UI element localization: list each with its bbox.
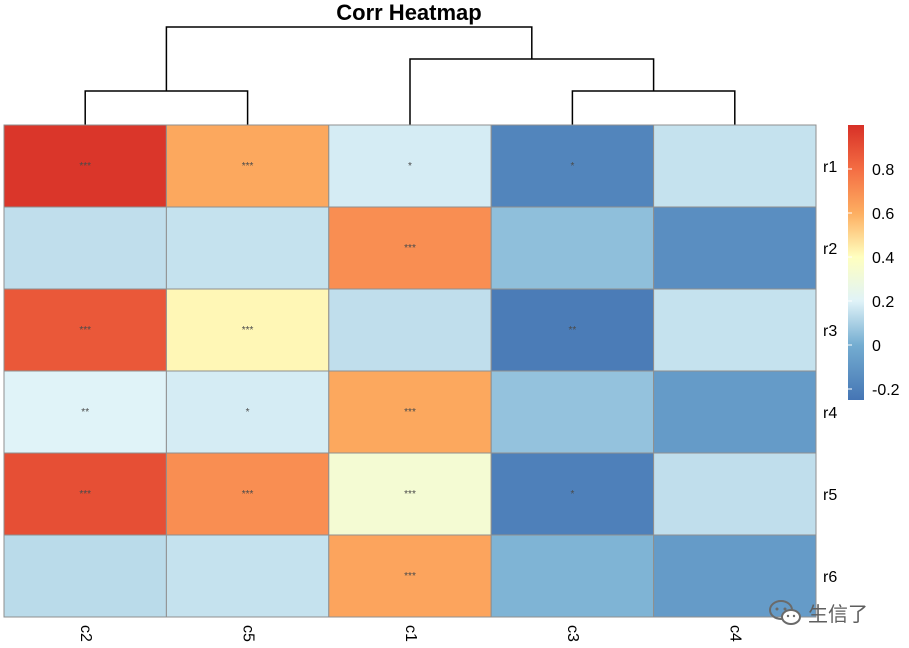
heatmap-cell-r4-c4 bbox=[653, 370, 817, 454]
heatmap-cell-r4-c1 bbox=[328, 370, 492, 454]
significance-label: * bbox=[408, 161, 412, 172]
legend-tick-label: 0 bbox=[872, 338, 881, 355]
significance-label: *** bbox=[242, 161, 254, 172]
heatmap-cell-r5-c2 bbox=[3, 452, 167, 536]
heatmap-cell-r5-c3 bbox=[490, 452, 655, 536]
color-legend: -0.2 0 0.2 0.4 0.6 0.8 bbox=[848, 125, 900, 400]
row-label-r5: r5 bbox=[823, 487, 837, 504]
heatmap-cell-r6-c1 bbox=[328, 534, 492, 618]
significance-label: * bbox=[570, 489, 574, 500]
watermark: 生信了 bbox=[768, 598, 868, 627]
heatmap-cell-r2-c2 bbox=[3, 206, 167, 290]
legend-tick-label: 0.8 bbox=[872, 162, 894, 179]
heatmap-cell-r3-c2 bbox=[3, 288, 167, 372]
heatmap-cell-r1-c5 bbox=[165, 124, 330, 208]
column-label-c4: c4 bbox=[727, 625, 744, 642]
heatmap-cell-r5-c4 bbox=[653, 452, 817, 536]
wechat-icon bbox=[769, 599, 801, 625]
legend-tick-label: 0.2 bbox=[872, 294, 894, 311]
column-label-c3: c3 bbox=[564, 625, 581, 642]
heatmap-cell-r5-c1 bbox=[328, 452, 492, 536]
significance-label: ** bbox=[81, 407, 89, 418]
dendrogram-branch-1 bbox=[571, 90, 736, 125]
column-label-c1: c1 bbox=[402, 625, 419, 642]
significance-label: *** bbox=[242, 325, 254, 336]
heatmap-cell-r3-c3 bbox=[490, 288, 655, 372]
legend-tick-label: -0.2 bbox=[872, 382, 900, 399]
heatmap-cell-r3-c1 bbox=[328, 288, 492, 372]
significance-label: *** bbox=[404, 489, 416, 500]
row-label-r6: r6 bbox=[823, 569, 837, 586]
heatmap-cell-r4-c2 bbox=[3, 370, 167, 454]
heatmap-cell-r2-c3 bbox=[490, 206, 655, 290]
heatmap-cell-r3-c4 bbox=[653, 288, 817, 372]
heatmap-cell-r6-c5 bbox=[165, 534, 330, 618]
significance-label: *** bbox=[79, 489, 91, 500]
column-dendrogram bbox=[84, 26, 736, 125]
significance-label: *** bbox=[404, 243, 416, 254]
legend-tick-label: 0.4 bbox=[872, 250, 894, 267]
significance-label: ** bbox=[569, 325, 577, 336]
chart-title: Corr Heatmap bbox=[336, 0, 481, 25]
heatmap-cell-r4-c3 bbox=[490, 370, 655, 454]
significance-label: *** bbox=[79, 325, 91, 336]
heatmap-cell-r2-c4 bbox=[653, 206, 817, 290]
row-labels: r1 r2 r3 r4 r5 r6 bbox=[823, 159, 837, 586]
significance-label: *** bbox=[79, 161, 91, 172]
dendrogram-branch-2 bbox=[409, 58, 655, 125]
significance-label: *** bbox=[404, 407, 416, 418]
heatmap-grid: *** *** * ******* *** **** * ****** *** *** **** bbox=[3, 124, 817, 618]
row-label-r3: r3 bbox=[823, 323, 837, 340]
legend-color-bar bbox=[848, 125, 864, 400]
watermark-text: 生信了 bbox=[808, 602, 868, 626]
column-label-c2: c2 bbox=[77, 625, 94, 642]
row-label-r1: r1 bbox=[823, 159, 837, 176]
column-label-c5: c5 bbox=[239, 625, 256, 642]
heatmap-cell-r4-c5 bbox=[165, 370, 330, 454]
heatmap-cell-r6-c2 bbox=[3, 534, 167, 618]
legend-tick-label: 0.6 bbox=[872, 206, 894, 223]
row-label-r2: r2 bbox=[823, 241, 837, 258]
significance-label: * bbox=[570, 161, 574, 172]
significance-label: *** bbox=[242, 489, 254, 500]
heatmap-cell-r6-c3 bbox=[490, 534, 655, 618]
significance-label: * bbox=[246, 407, 250, 418]
significance-label: *** bbox=[404, 571, 416, 582]
dendrogram-branch-4 bbox=[165, 26, 533, 91]
heatmap-cell-r5-c5 bbox=[165, 452, 330, 536]
heatmap-cell-r2-c5 bbox=[165, 206, 330, 290]
dendrogram-branch-3 bbox=[84, 90, 249, 125]
column-labels: c2 c5 c1 c3 c4 bbox=[77, 625, 744, 642]
heatmap-cell-r1-c4 bbox=[653, 124, 817, 208]
row-label-r4: r4 bbox=[823, 405, 837, 422]
